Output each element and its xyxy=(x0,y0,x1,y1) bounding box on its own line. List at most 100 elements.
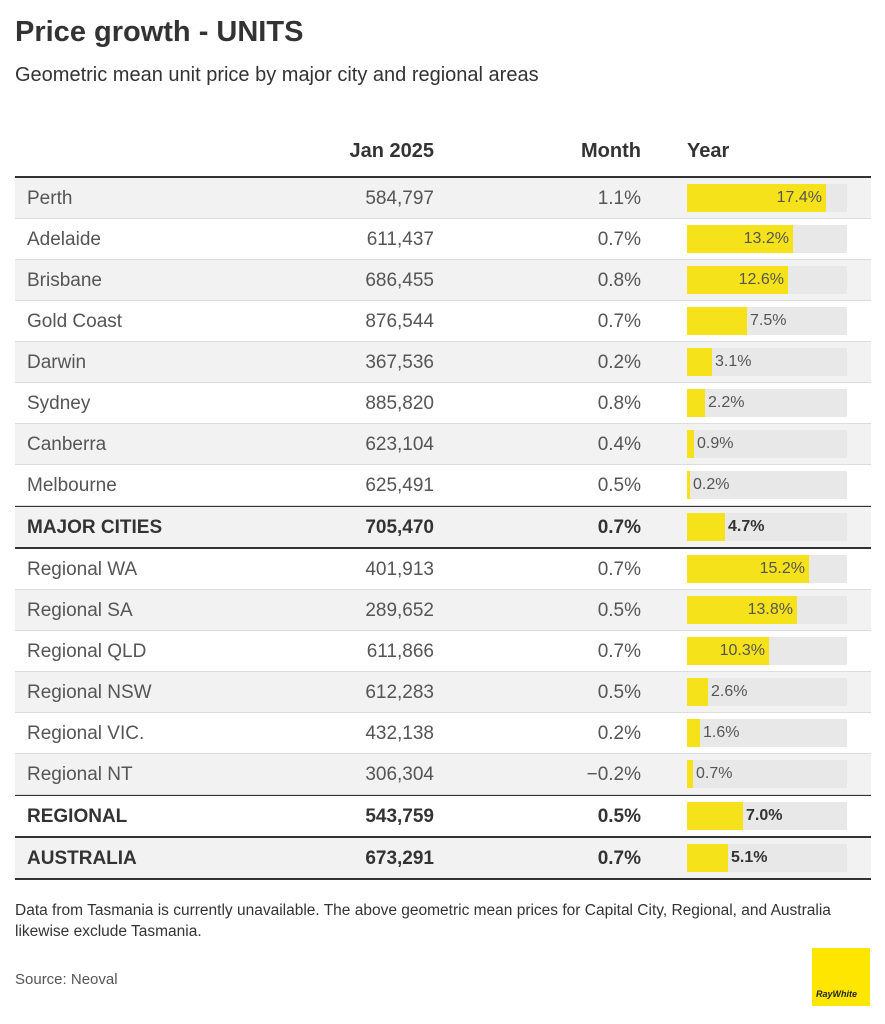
table-row: Canberra 623,104 0.4% 0.9% xyxy=(15,424,871,465)
row-month-change: 0.8% xyxy=(597,270,641,291)
year-bar-track: 7.5% xyxy=(687,307,847,335)
year-bar-label: 7.5% xyxy=(750,312,787,329)
table-row: Adelaide 611,437 0.7% 13.2% xyxy=(15,219,871,260)
row-price: 367,536 xyxy=(365,352,434,373)
row-price: 401,913 xyxy=(365,559,434,580)
year-bar-track: 4.7% xyxy=(687,513,847,541)
year-bar xyxy=(687,471,690,499)
column-header-year: Year xyxy=(687,140,730,162)
year-bar xyxy=(687,844,728,872)
year-bar-track: 10.3% xyxy=(687,637,847,665)
row-month-change: 0.7% xyxy=(597,517,641,538)
row-name: Canberra xyxy=(27,434,107,455)
year-bar-label: 1.6% xyxy=(703,724,740,741)
year-bar-track: 0.9% xyxy=(687,430,847,458)
row-month-change: 0.4% xyxy=(597,434,641,455)
year-bar xyxy=(687,266,788,294)
row-name: Adelaide xyxy=(27,229,101,250)
column-header-month: Month xyxy=(581,140,641,162)
year-bar xyxy=(687,637,769,665)
table-row: AUSTRALIA 673,291 0.7% 5.1% xyxy=(15,838,871,880)
row-price: 612,283 xyxy=(365,682,434,703)
row-month-change: 0.2% xyxy=(597,352,641,373)
year-bar-track: 1.6% xyxy=(687,719,847,747)
year-bar-track: 17.4% xyxy=(687,184,847,212)
year-bar-track: 13.8% xyxy=(687,596,847,624)
row-name: Perth xyxy=(27,188,73,209)
year-bar xyxy=(687,184,826,212)
source-note: Source: Neoval xyxy=(15,971,118,988)
year-bar xyxy=(687,348,712,376)
row-month-change: 1.1% xyxy=(597,188,641,209)
table-row: Perth 584,797 1.1% 17.4% xyxy=(15,178,871,219)
page-title: Price growth - UNITS xyxy=(15,16,304,48)
year-bar-label: 3.1% xyxy=(715,353,752,370)
year-bar-track: 2.6% xyxy=(687,678,847,706)
year-bar-track: 7.0% xyxy=(687,802,847,830)
table-row: Brisbane 686,455 0.8% 12.6% xyxy=(15,260,871,301)
row-price: 625,491 xyxy=(365,475,434,496)
footnote: Data from Tasmania is currently unavaila… xyxy=(15,902,831,940)
logo-text: RayWhite xyxy=(816,989,858,999)
table-row: Regional WA 401,913 0.7% 15.2% xyxy=(15,549,871,590)
year-bar xyxy=(687,719,700,747)
table-body: Perth 584,797 1.1% 17.4% Adelaide 611,437 0.7%… xyxy=(15,178,871,880)
row-name: Regional NSW xyxy=(27,682,152,703)
year-bar-label: 13.2% xyxy=(743,230,789,247)
row-name: Regional WA xyxy=(27,559,138,580)
table-row: Gold Coast 876,544 0.7% 7.5% xyxy=(15,301,871,342)
year-bar xyxy=(687,678,708,706)
year-bar-track: 5.1% xyxy=(687,844,847,872)
row-price: 705,470 xyxy=(365,517,434,538)
row-price: 306,304 xyxy=(365,764,434,785)
row-name: REGIONAL xyxy=(27,806,128,827)
year-bar-label: 7.0% xyxy=(746,807,783,824)
year-bar-label: 0.2% xyxy=(693,476,730,493)
row-name: Regional QLD xyxy=(27,641,147,662)
row-price: 432,138 xyxy=(365,723,434,744)
row-price: 611,437 xyxy=(366,229,434,250)
table-row: Regional SA 289,652 0.5% 13.8% xyxy=(15,590,871,631)
column-header-price: Jan 2025 xyxy=(349,140,434,162)
row-name: Darwin xyxy=(27,352,87,373)
row-month-change: 0.7% xyxy=(597,311,641,332)
row-price: 673,291 xyxy=(365,848,434,869)
year-bar xyxy=(687,513,725,541)
row-month-change: 0.5% xyxy=(597,682,641,703)
page-subtitle: Geometric mean unit price by major city … xyxy=(15,64,539,86)
table-header: Jan 2025 Month Year xyxy=(15,130,871,178)
year-bar-label: 0.7% xyxy=(696,765,733,782)
row-name: AUSTRALIA xyxy=(27,848,137,869)
year-bar-label: 17.4% xyxy=(776,189,822,206)
year-bar-track: 0.2% xyxy=(687,471,847,499)
year-bar-label: 10.3% xyxy=(719,642,765,659)
year-bar xyxy=(687,802,743,830)
table-row: Melbourne 625,491 0.5% 0.2% xyxy=(15,465,871,506)
year-bar-label: 2.6% xyxy=(711,683,748,700)
year-bar-label: 0.9% xyxy=(697,435,734,452)
year-bar-track: 15.2% xyxy=(687,555,847,583)
row-month-change: 0.5% xyxy=(597,475,641,496)
row-price: 543,759 xyxy=(365,806,434,827)
row-price: 686,455 xyxy=(365,270,434,291)
row-month-change: 0.5% xyxy=(597,600,641,621)
row-name: Melbourne xyxy=(27,475,117,496)
row-price: 876,544 xyxy=(365,311,434,332)
year-bar xyxy=(687,307,747,335)
raywhite-logo: RayWhite xyxy=(812,948,870,1006)
row-month-change: 0.7% xyxy=(597,559,641,580)
year-bar xyxy=(687,596,797,624)
year-bar-label: 12.6% xyxy=(738,271,784,288)
year-bar-track: 3.1% xyxy=(687,348,847,376)
year-bar xyxy=(687,225,793,253)
table-row: Darwin 367,536 0.2% 3.1% xyxy=(15,342,871,383)
row-month-change: 0.7% xyxy=(597,848,641,869)
year-bar xyxy=(687,430,694,458)
year-bar-track: 12.6% xyxy=(687,266,847,294)
row-name: Gold Coast xyxy=(27,311,123,332)
year-bar xyxy=(687,760,693,788)
year-bar-track: 2.2% xyxy=(687,389,847,417)
table-row: Regional NT 306,304 −0.2% 0.7% xyxy=(15,754,871,795)
year-bar-label: 4.7% xyxy=(728,518,765,535)
year-bar-label: 2.2% xyxy=(708,394,745,411)
